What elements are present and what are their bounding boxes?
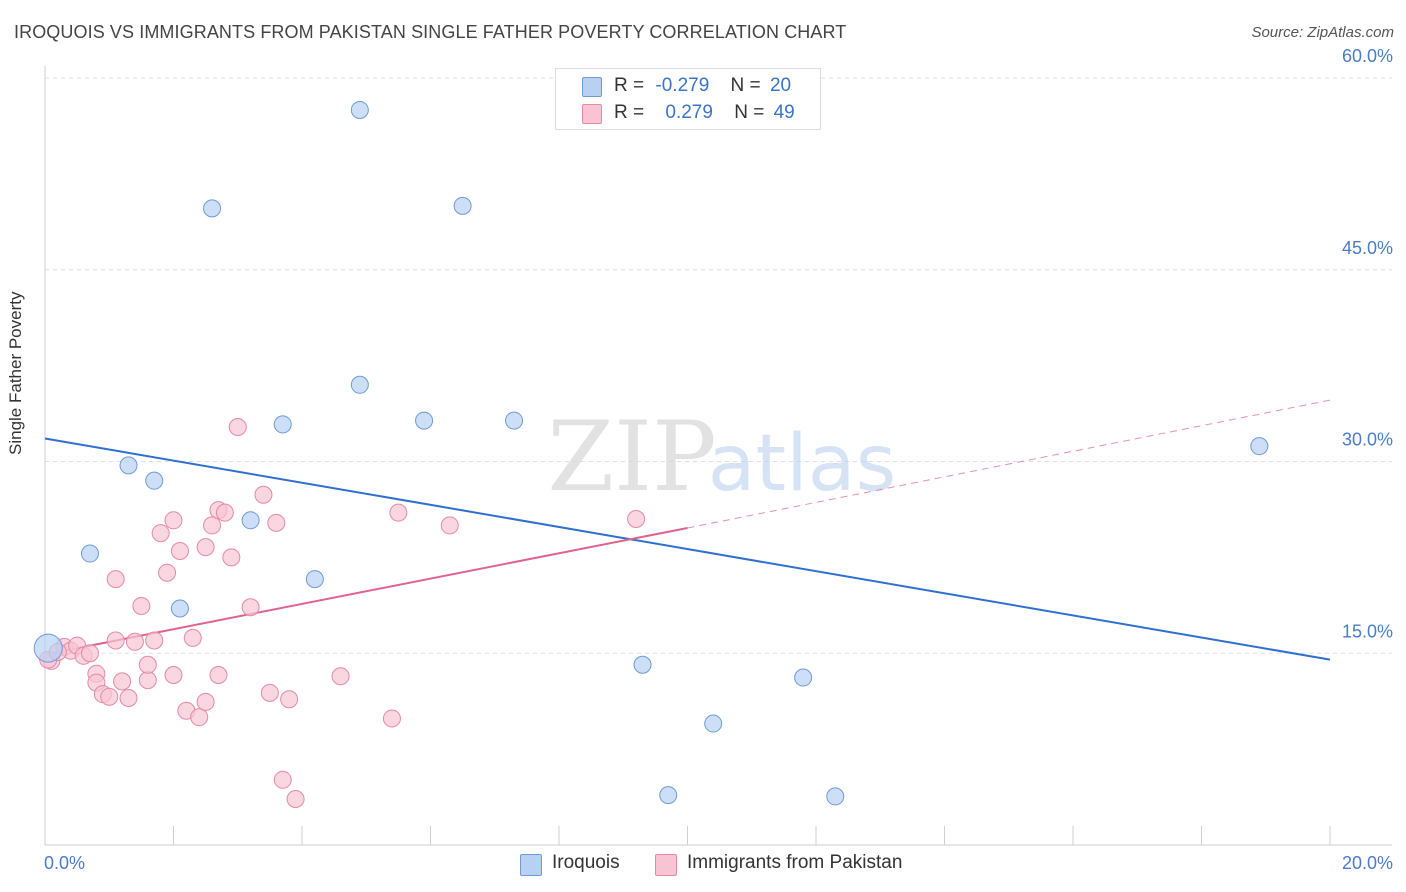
point-iroquois	[659, 786, 678, 805]
point-iroquois	[350, 375, 369, 394]
point-iroquois	[170, 599, 189, 618]
point-iroquois	[305, 570, 324, 589]
n-label: N =	[730, 75, 761, 96]
legend-swatch-pakistan	[655, 854, 677, 876]
point-pakistan	[170, 541, 189, 560]
point-pakistan	[80, 644, 99, 663]
data-points	[33, 100, 1269, 808]
trend-line-iroquois	[44, 437, 1331, 661]
legend-label-pakistan: Immigrants from Pakistan	[687, 852, 903, 873]
point-pakistan	[145, 631, 164, 650]
series-legend: Iroquois Immigrants from Pakistan	[0, 852, 1406, 878]
y-tick-label: 60.0%	[1342, 46, 1393, 66]
watermark-atlas: atlas	[708, 419, 897, 509]
y-tick-label: 30.0%	[1342, 430, 1393, 450]
point-pakistan	[280, 690, 299, 709]
point-iroquois	[1250, 437, 1269, 456]
point-pakistan	[190, 708, 209, 727]
point-pakistan	[196, 538, 215, 557]
point-iroquois	[119, 456, 138, 475]
point-iroquois	[794, 668, 813, 687]
point-pakistan	[113, 672, 132, 691]
point-iroquois	[33, 633, 63, 663]
y-tick-label: 15.0%	[1342, 621, 1393, 641]
point-pakistan	[331, 667, 350, 686]
point-iroquois	[80, 544, 99, 563]
point-pakistan	[164, 511, 183, 530]
point-pakistan	[119, 688, 138, 707]
point-pakistan	[273, 770, 292, 789]
point-pakistan	[286, 789, 305, 808]
legend-label-iroquois: Iroquois	[552, 852, 620, 873]
point-pakistan	[132, 596, 151, 615]
point-pakistan	[222, 548, 241, 567]
point-iroquois	[415, 411, 434, 430]
trend-line-extension	[687, 399, 1331, 529]
watermark: ZIP atlas	[547, 401, 896, 513]
chart-source: Source: ZipAtlas.com	[1251, 24, 1394, 41]
chart-title: IROQUOIS VS IMMIGRANTS FROM PAKISTAN SIN…	[14, 22, 847, 42]
point-pakistan	[382, 709, 401, 728]
x-tick-label: 20.0%	[1342, 853, 1393, 873]
r-label: R =	[614, 75, 645, 96]
point-pakistan	[440, 516, 459, 535]
point-iroquois	[704, 714, 723, 733]
r-label: R =	[614, 102, 645, 123]
point-pakistan	[203, 516, 222, 535]
point-iroquois	[505, 411, 524, 430]
point-pakistan	[389, 503, 408, 522]
n-value: 49	[773, 102, 795, 123]
point-iroquois	[203, 199, 222, 218]
r-value: -0.279	[655, 75, 710, 96]
watermark-zip: ZIP	[547, 401, 716, 513]
point-pakistan	[106, 570, 125, 589]
point-pakistan	[209, 665, 228, 684]
point-pakistan	[260, 683, 279, 702]
point-pakistan	[125, 632, 144, 651]
y-tick-label: 45.0%	[1342, 238, 1393, 258]
point-pakistan	[254, 485, 273, 504]
point-iroquois	[241, 511, 260, 530]
point-pakistan	[151, 524, 170, 543]
point-pakistan	[158, 563, 177, 582]
point-pakistan	[138, 671, 157, 690]
stats-legend: R = -0.279 N = 20 R = 0.279 N = 49	[555, 68, 821, 130]
gridlines	[45, 77, 1392, 654]
point-pakistan	[183, 628, 202, 647]
legend-swatch-iroquois	[520, 854, 542, 876]
point-iroquois	[453, 196, 472, 215]
tick-labels: 15.0% 30.0% 45.0% 60.0% 0.0% 20.0%	[44, 46, 1393, 873]
n-label: N =	[734, 102, 765, 123]
point-pakistan	[241, 598, 260, 617]
r-value: 0.279	[665, 102, 713, 123]
axes	[44, 66, 1392, 846]
point-pakistan	[215, 503, 234, 522]
point-pakistan	[627, 510, 646, 529]
point-iroquois	[145, 471, 164, 490]
point-pakistan	[267, 513, 286, 532]
point-pakistan	[164, 665, 183, 684]
point-pakistan	[106, 631, 125, 650]
point-pakistan	[138, 655, 157, 674]
x-tick-label: 0.0%	[44, 853, 85, 873]
point-iroquois	[826, 787, 845, 806]
n-value: 20	[769, 75, 792, 96]
point-pakistan	[196, 692, 215, 711]
point-iroquois	[350, 100, 369, 119]
point-pakistan	[228, 417, 247, 436]
pakistan-swatch	[582, 104, 602, 124]
point-iroquois	[633, 655, 652, 674]
point-pakistan	[100, 687, 119, 706]
iroquois-swatch	[582, 77, 602, 97]
point-iroquois	[273, 415, 292, 434]
